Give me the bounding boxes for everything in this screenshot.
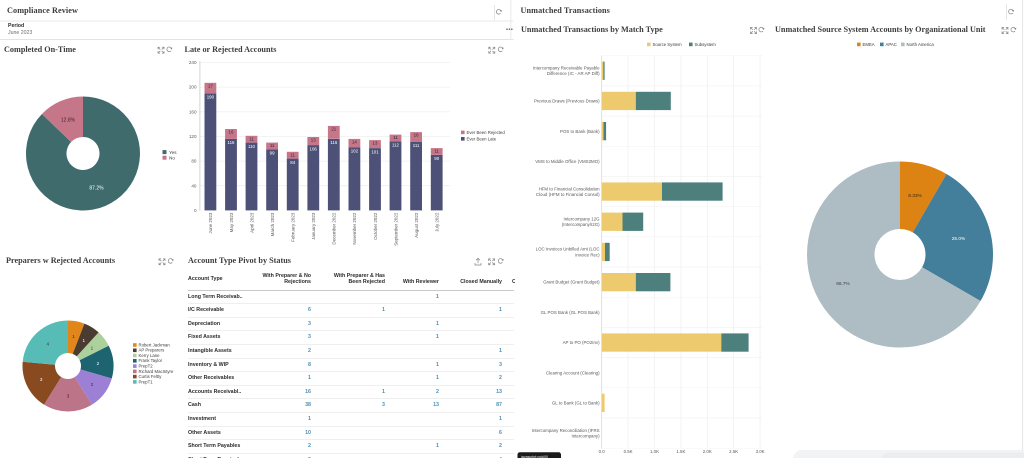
svg-text:0: 0 (194, 208, 197, 213)
svg-text:April 2023: April 2023 (249, 212, 254, 233)
svg-text:1.0K: 1.0K (650, 449, 659, 454)
svg-text:May 2023: May 2023 (229, 212, 234, 232)
svg-text:120: 120 (189, 134, 197, 139)
svg-text:90: 90 (434, 156, 439, 161)
svg-text:October 2022: October 2022 (373, 212, 378, 240)
svg-text:106: 106 (310, 146, 318, 151)
svg-text:14: 14 (352, 140, 357, 145)
svg-text:March 2023: March 2023 (270, 212, 275, 236)
svg-text:Kerry Lane: Kerry Lane (139, 353, 161, 358)
svg-text:Source System: Source System (653, 42, 683, 47)
svg-text:2.5K: 2.5K (729, 449, 738, 454)
svg-text:13: 13 (311, 138, 316, 143)
svg-text:17: 17 (208, 83, 213, 88)
svg-text:Yes: Yes (169, 150, 177, 155)
svg-text:112: 112 (392, 143, 400, 148)
svg-text:June 2023: June 2023 (208, 212, 213, 234)
svg-text:11: 11 (290, 152, 295, 157)
svg-text:116: 116 (330, 140, 338, 145)
svg-text:AP Preparers: AP Preparers (139, 348, 165, 353)
svg-text:(Intercompany/I2G): (Intercompany/I2G) (562, 222, 600, 227)
svg-text:66.7%: 66.7% (836, 281, 850, 287)
svg-text:VMS to Middle Office (VMS2MO): VMS to Middle Office (VMS2MO) (535, 159, 600, 164)
svg-text:101: 101 (371, 149, 379, 154)
svg-text:1: 1 (91, 346, 94, 351)
svg-text:Ever Been Rejected: Ever Been Rejected (467, 130, 506, 135)
svg-text:Difference (IC - AR AP Diff): Difference (IC - AR AP Diff) (547, 71, 600, 76)
svg-text:POS to Bank (Bank): POS to Bank (Bank) (560, 129, 600, 134)
svg-text:87.2%: 87.2% (89, 186, 104, 192)
svg-text:0.0: 0.0 (599, 449, 606, 454)
svg-text:40: 40 (191, 183, 197, 188)
svg-text:1.5K: 1.5K (676, 449, 685, 454)
svg-text:APAC: APAC (886, 42, 897, 47)
svg-text:Frank Taylor: Frank Taylor (139, 358, 163, 363)
svg-text:August 2022: August 2022 (414, 212, 419, 238)
svg-text:160: 160 (189, 109, 197, 114)
svg-text:8.33%: 8.33% (908, 193, 922, 199)
svg-text:21: 21 (331, 127, 336, 132)
svg-text:16: 16 (229, 130, 234, 135)
svg-text:September 2022: September 2022 (393, 212, 398, 246)
svg-text:3: 3 (67, 394, 70, 399)
svg-text:EMEA: EMEA (863, 42, 875, 47)
svg-text:Intercompany Receivable Payabl: Intercompany Receivable Payable (533, 66, 600, 71)
svg-text:AP to PO (PO2Inv): AP to PO (PO2Inv) (563, 340, 601, 345)
svg-text:January 2023: January 2023 (311, 212, 316, 240)
svg-text:111: 111 (413, 143, 420, 148)
svg-text:84: 84 (290, 160, 295, 165)
svg-text:Intercompany): Intercompany) (572, 434, 601, 439)
svg-text:25.0%: 25.0% (952, 236, 966, 242)
svg-text:3: 3 (40, 377, 43, 382)
svg-text:Previous Draws (Previous Draws: Previous Draws (Previous Draws) (534, 99, 600, 104)
svg-text:Robert Jackman: Robert Jackman (139, 342, 171, 347)
svg-text:11: 11 (270, 143, 275, 148)
svg-text:Clearing Account (Clearing): Clearing Account (Clearing) (546, 370, 600, 375)
svg-text:javascript:void(0): javascript:void(0) (520, 455, 548, 458)
svg-text:Curtis Feltty: Curtis Feltty (139, 374, 163, 379)
svg-text:Richard MacIntyre: Richard MacIntyre (139, 369, 174, 374)
svg-text:13: 13 (373, 141, 378, 146)
svg-text:No: No (169, 156, 175, 161)
svg-text:February 2023: February 2023 (291, 212, 296, 242)
svg-text:Grant Budget (Grant Budget): Grant Budget (Grant Budget) (543, 280, 600, 285)
svg-text:Intercompany Reconciliation (I: Intercompany Reconciliation (IFRS (532, 428, 600, 433)
svg-text:Cloud (HFM to Financial Consol: Cloud (HFM to Financial Consol) (536, 192, 600, 197)
svg-text:200: 200 (189, 85, 197, 90)
svg-text:Subsystem: Subsystem (695, 42, 717, 47)
svg-text:16: 16 (414, 133, 419, 138)
svg-text:PrepT1: PrepT1 (139, 379, 154, 384)
svg-text:Invoice Rec): Invoice Rec) (575, 252, 600, 257)
svg-text:99: 99 (270, 151, 275, 156)
svg-text:Intercompany 12G: Intercompany 12G (563, 217, 600, 222)
svg-text:80: 80 (191, 159, 197, 164)
svg-text:4: 4 (47, 342, 50, 347)
svg-text:190: 190 (207, 95, 215, 100)
svg-text:PrepT2: PrepT2 (139, 364, 154, 369)
svg-text:GL POS Bank (GL POS Bank): GL POS Bank (GL POS Bank) (541, 310, 601, 315)
svg-text:1: 1 (83, 338, 86, 343)
svg-text:11: 11 (249, 136, 254, 141)
svg-text:110: 110 (248, 144, 256, 149)
svg-text:GL to Bank (GL to Bank): GL to Bank (GL to Bank) (552, 401, 600, 406)
svg-text:12.8%: 12.8% (61, 118, 76, 124)
svg-text:116: 116 (228, 140, 236, 145)
svg-text:1: 1 (72, 334, 75, 339)
svg-text:0.5K: 0.5K (624, 449, 633, 454)
svg-text:11: 11 (434, 149, 439, 154)
svg-text:HFM to Financial Consolidation: HFM to Financial Consolidation (539, 186, 601, 191)
svg-text:2.0K: 2.0K (703, 449, 712, 454)
svg-text:LOC Invoices Unbilled Amt (LOC: LOC Invoices Unbilled Amt (LOC (536, 247, 600, 252)
svg-text:240: 240 (189, 60, 197, 65)
svg-text:Ever Been Late: Ever Been Late (467, 136, 497, 141)
svg-text:North America: North America (907, 42, 935, 47)
svg-text:3.0K: 3.0K (756, 449, 765, 454)
svg-text:July 2022: July 2022 (435, 212, 440, 232)
svg-text:11: 11 (393, 135, 398, 140)
svg-text:2: 2 (97, 361, 100, 366)
svg-text:2: 2 (91, 382, 94, 387)
svg-text:December 2022: December 2022 (332, 212, 337, 245)
svg-text:November 2022: November 2022 (352, 212, 357, 245)
svg-text:102: 102 (351, 149, 359, 154)
